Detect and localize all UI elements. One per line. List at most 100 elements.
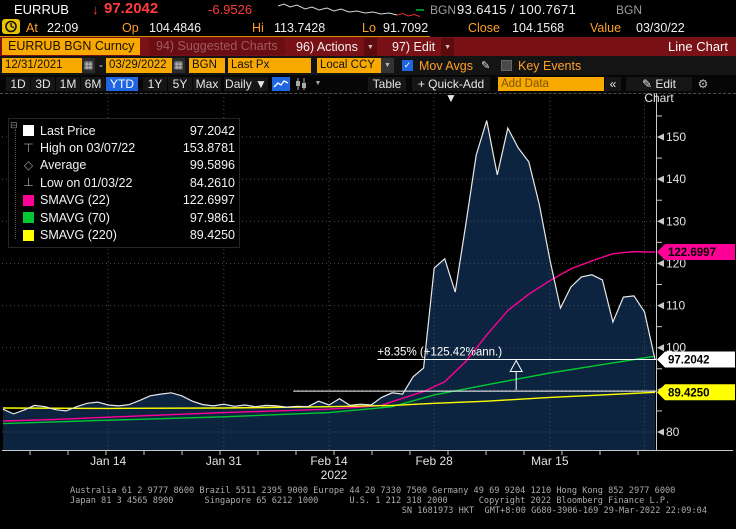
range-1m-button[interactable]: 1M [56, 77, 80, 91]
footer-session-line: SN 1681973 HKT GMT+8:00 G680-3906-169 29… [401, 506, 707, 516]
high-marker-icon: ⊤ [23, 140, 34, 155]
price-badge [657, 244, 735, 261]
legend-item-smavg22[interactable]: SMAVG (22) 122.6997 [23, 192, 235, 209]
currency-field[interactable]: Local CCY [317, 58, 383, 73]
average-marker-icon: ◇ [23, 157, 34, 172]
chart-type-label: Line Chart [668, 39, 728, 54]
add-data-input[interactable] [498, 77, 604, 91]
quick-add-button[interactable]: + Quick-Add ▼ [412, 77, 490, 105]
legend-value: 97.9861 [189, 210, 235, 225]
last-price-line [2, 120, 656, 415]
moving-average-line [2, 391, 656, 410]
legend-label: Low on 01/03/22 [40, 175, 133, 190]
mov-avgs-checkbox[interactable]: ✓ [402, 60, 413, 71]
footer-contacts-line: Australia 61 2 9777 8600 Brazil 5511 239… [70, 486, 676, 496]
x-tick-label: Mar 15 [531, 454, 569, 468]
frequency-dropdown[interactable]: Daily ▼ [224, 77, 268, 91]
legend-collapse-icon[interactable]: ⊟ [10, 120, 18, 130]
key-events-label[interactable]: Key Events [518, 59, 582, 73]
x-tick-label: Feb 28 [415, 454, 453, 468]
price-type-field[interactable]: Last Px [228, 58, 311, 73]
at-label: At [26, 21, 38, 35]
last-price: 97.2042 [104, 0, 159, 17]
legend-tree-line [15, 129, 16, 239]
ticker-symbol: EURRUB [14, 2, 69, 17]
x-tick-label: Jan 31 [206, 454, 242, 468]
security-field[interactable]: EURRUB BGN Curncy [2, 38, 141, 55]
range-ytd-button[interactable]: YTD [106, 77, 138, 91]
legend-item-average[interactable]: ◇ Average 99.5896 [23, 157, 235, 174]
intraday-sparkline [278, 3, 424, 17]
chevron-down-icon[interactable]: ▼ [381, 58, 394, 73]
price-change: -6.9526 [208, 2, 253, 17]
legend-label: Average [40, 158, 87, 173]
y-tick-label: 100 [666, 341, 686, 355]
price-chart[interactable]: +8.35% (+125.42%ann.)8090100110120130140… [0, 93, 736, 492]
y-tick-label: 150 [666, 130, 686, 144]
range-max-button[interactable]: Max [193, 77, 221, 91]
bid-source-label: BGN [430, 3, 457, 17]
line-chart-style-button[interactable] [272, 77, 290, 91]
legend-item-low[interactable]: ⊥ Low on 01/03/22 84.2610 [23, 174, 235, 191]
legend-item-smavg70[interactable]: SMAVG (70) 97.9861 [23, 209, 235, 226]
range-1d-button[interactable]: 1D [6, 77, 30, 91]
low-value: 91.7092 [383, 21, 429, 35]
y-tick-label: 80 [666, 425, 680, 439]
open-label: Op [122, 21, 139, 35]
at-time: 22:09 [47, 21, 79, 35]
low-label: Lo [362, 21, 376, 35]
legend-item-high[interactable]: ⊤ High on 03/07/22 153.8781 [23, 139, 235, 156]
chart-style-caret[interactable]: ▼ [314, 80, 322, 87]
sparkline-history [278, 3, 398, 16]
candlestick-style-button[interactable] [293, 77, 308, 91]
y-tick-label: 130 [666, 214, 686, 228]
close-label: Close [468, 21, 500, 35]
actions-menu-button[interactable]: 96) Actions ▼ [296, 38, 377, 57]
range-5y-button[interactable]: 5Y [168, 77, 192, 91]
edit-mov-avgs-icon[interactable]: ✎ [481, 60, 491, 72]
x-tick-label: Jan 14 [90, 454, 126, 468]
price-badge [657, 384, 735, 401]
date-to-field[interactable]: 03/29/2022 [106, 58, 174, 73]
y-tick-arrow [657, 217, 664, 225]
calendar-icon[interactable]: ▦ [172, 58, 185, 73]
range-1y-button[interactable]: 1Y [143, 77, 167, 91]
y-tick-arrow [657, 344, 664, 352]
price-badge-value: 122.6997 [668, 247, 716, 259]
range-3d-button[interactable]: 3D [31, 77, 55, 91]
legend-value: 99.5896 [189, 158, 235, 173]
chart-legend: ⊟ Last Price 97.2042 ⊤ High on 03/07/22 … [8, 118, 240, 248]
key-events-checkbox[interactable] [501, 60, 512, 71]
price-source-field[interactable]: BGN [189, 58, 225, 73]
table-button[interactable]: Table [368, 77, 406, 91]
legend-label: SMAVG (220) [40, 228, 117, 243]
smavg220-swatch-icon [23, 229, 34, 241]
price-badge-value: 89.4250 [668, 387, 710, 399]
suggested-charts-button[interactable]: 94) Suggested Charts [149, 38, 285, 55]
smavg70-swatch-icon [23, 212, 34, 224]
menu-bar: EURRUB BGN Curncy 94) Suggested Charts 9… [0, 37, 736, 57]
footer-copyright-line: Japan 81 3 4565 8900 Singapore 65 6212 1… [70, 496, 671, 506]
edit-chart-button[interactable]: ✎ Edit Chart [626, 77, 692, 105]
date-from-field[interactable]: 12/31/2021 [2, 58, 82, 73]
legend-label: Last Price [40, 123, 96, 138]
ask-source-label: BGN [616, 3, 643, 17]
annotation-arrow-head [509, 359, 524, 372]
collapse-toolbar-button[interactable]: « [605, 77, 621, 91]
chevron-down-icon: ▼ [363, 38, 377, 57]
gear-icon[interactable]: ⚙ [697, 77, 709, 91]
legend-label: SMAVG (22) [40, 193, 110, 208]
x-axis-year-label: 2022 [321, 468, 348, 482]
calendar-icon[interactable]: ▦ [82, 58, 95, 73]
y-tick-arrow [657, 302, 664, 310]
legend-item-last-price[interactable]: Last Price 97.2042 [23, 122, 235, 139]
high-value: 113.7428 [274, 21, 326, 35]
legend-value: 153.8781 [182, 141, 235, 156]
terminal-footer: Australia 61 2 9777 8600 Brazil 5511 239… [0, 486, 736, 516]
edit-menu-button[interactable]: 97) Edit ▼ [392, 38, 455, 57]
range-6m-button[interactable]: 6M [81, 77, 105, 91]
mov-avgs-label[interactable]: Mov Avgs [419, 59, 473, 73]
legend-item-smavg220[interactable]: SMAVG (220) 89.4250 [23, 226, 235, 243]
legend-value: 97.2042 [189, 123, 235, 138]
